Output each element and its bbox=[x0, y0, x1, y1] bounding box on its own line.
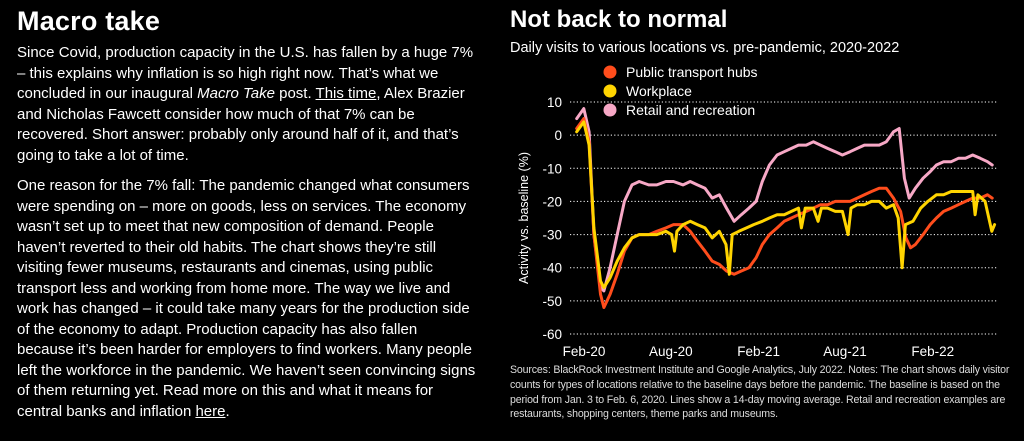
p1-text-a: Since Covid, production capacity in the … bbox=[17, 44, 474, 102]
legend-label: Public transport hubs bbox=[626, 64, 758, 80]
y-tick-label: -50 bbox=[542, 294, 562, 309]
y-axis-label: Activity vs. baseline (%) bbox=[517, 152, 531, 284]
y-tick-label: 0 bbox=[554, 128, 562, 143]
x-tick-label: Feb-21 bbox=[737, 344, 780, 359]
y-tick-label: 10 bbox=[547, 95, 562, 110]
chart-subtitle: Daily visits to various locations vs. pr… bbox=[510, 40, 900, 56]
series-line bbox=[575, 107, 994, 293]
p1-text-c: , Alex Brazier and Nicholas Fawcett cons… bbox=[17, 85, 465, 164]
chart-title: Not back to normal bbox=[510, 6, 728, 33]
x-tick-label: Feb-22 bbox=[911, 344, 954, 359]
legend-marker bbox=[603, 84, 617, 98]
source-note: Sources: BlackRock Investment Institute … bbox=[510, 364, 1010, 421]
x-tick-label: Aug-20 bbox=[649, 344, 693, 359]
here-link[interactable]: here bbox=[195, 402, 226, 420]
p2-text-a: One reason for the 7% fall: The pandemic… bbox=[17, 177, 476, 420]
macro-take-emphasis: Macro Take bbox=[197, 85, 275, 102]
article-paragraph-2: One reason for the 7% fall: The pandemic… bbox=[17, 176, 477, 422]
article-paragraph-1: Since Covid, production capacity in the … bbox=[17, 43, 477, 166]
legend-marker bbox=[603, 65, 617, 79]
x-tick-label: Aug-21 bbox=[823, 344, 867, 359]
y-tick-label: -60 bbox=[542, 327, 562, 342]
y-tick-label: -40 bbox=[542, 261, 562, 276]
y-tick-label: -20 bbox=[542, 194, 562, 209]
chart-panel: Not back to normal Daily visits to vario… bbox=[510, 6, 1015, 436]
article-title: Macro take bbox=[17, 6, 161, 36]
y-tick-label: -10 bbox=[542, 161, 562, 176]
p1-text-b: post. bbox=[274, 85, 316, 102]
this-time-link[interactable]: This time bbox=[315, 85, 377, 102]
p2-text-b: . bbox=[225, 402, 230, 420]
series-line bbox=[575, 120, 997, 290]
x-tick-label: Feb-20 bbox=[563, 344, 606, 359]
y-tick-label: -30 bbox=[542, 228, 562, 243]
legend-label: Workplace bbox=[626, 83, 692, 99]
legend-marker bbox=[603, 103, 617, 117]
article-column: Macro take Since Covid, production capac… bbox=[17, 6, 477, 432]
legend-label: Retail and recreation bbox=[626, 102, 755, 118]
